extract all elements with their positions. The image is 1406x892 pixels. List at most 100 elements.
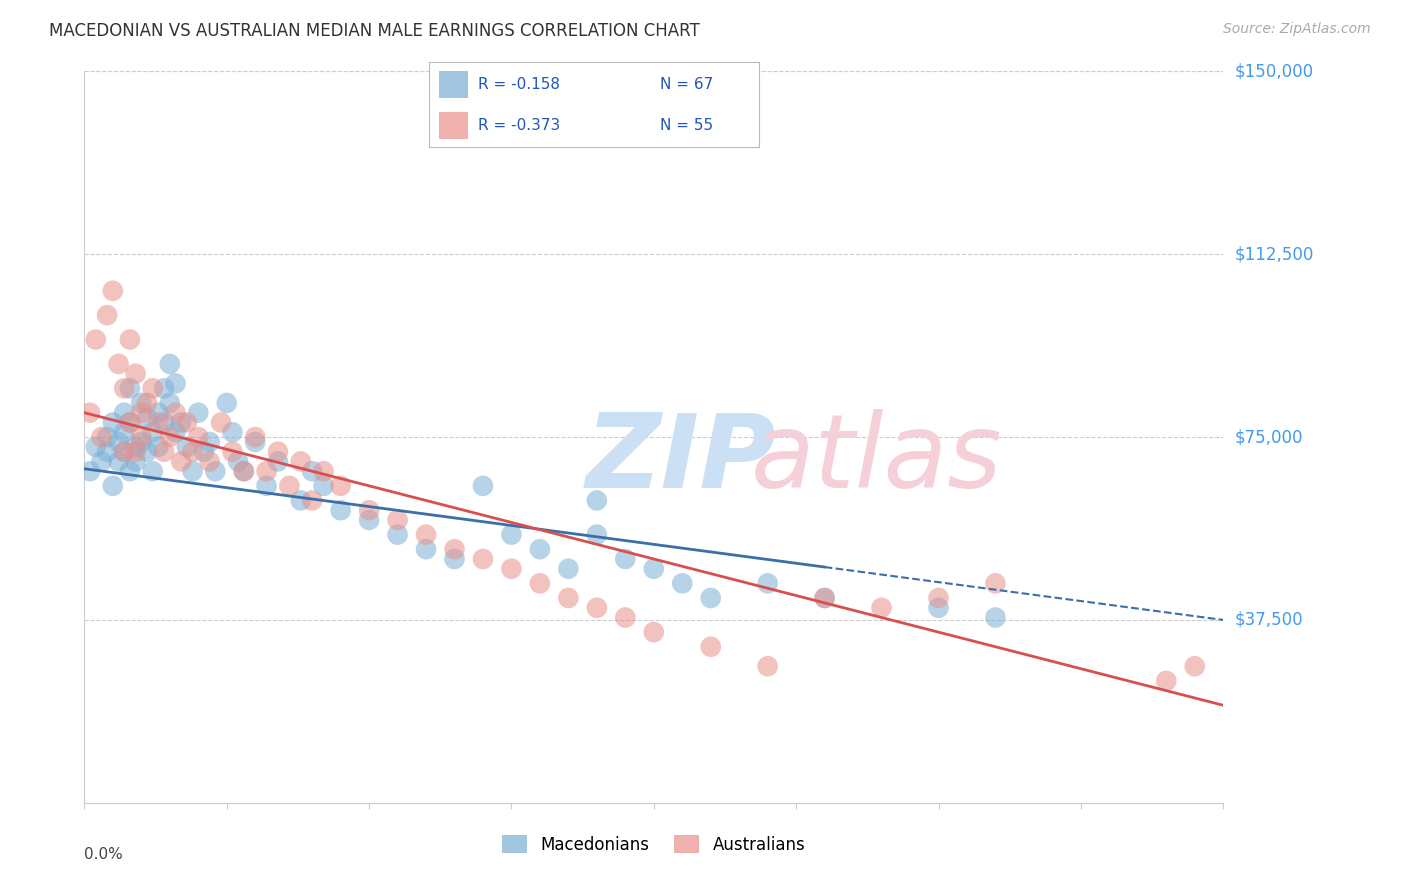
Point: [984, 576, 1007, 591]
Point: [136, 410, 159, 425]
Point: [928, 600, 950, 615]
Point: [756, 576, 779, 591]
Point: [118, 381, 141, 395]
Point: [221, 444, 243, 458]
Text: R = -0.158: R = -0.158: [478, 77, 561, 92]
Point: [557, 562, 579, 576]
Point: [124, 444, 146, 458]
Point: [84, 440, 107, 454]
Text: atlas: atlas: [751, 409, 1002, 509]
Point: [79, 406, 101, 420]
Point: [181, 444, 204, 458]
Point: [245, 430, 267, 444]
Point: [118, 333, 141, 347]
Point: [112, 425, 135, 440]
Point: [984, 610, 1007, 624]
Point: [96, 430, 118, 444]
Point: [226, 454, 249, 468]
Text: MACEDONIAN VS AUSTRALIAN MEDIAN MALE EARNINGS CORRELATION CHART: MACEDONIAN VS AUSTRALIAN MEDIAN MALE EAR…: [49, 22, 700, 40]
Text: $37,500: $37,500: [1234, 611, 1303, 629]
Point: [142, 381, 165, 395]
Point: [90, 454, 112, 468]
Point: [215, 396, 238, 410]
Point: [153, 381, 176, 395]
Point: [148, 440, 170, 454]
Point: [586, 600, 609, 615]
Point: [415, 542, 437, 557]
Point: [131, 430, 153, 444]
Point: [529, 542, 551, 557]
Point: [204, 464, 226, 478]
Point: [586, 527, 609, 541]
Point: [814, 591, 837, 605]
Point: [193, 444, 215, 458]
Point: [198, 454, 221, 468]
Point: [187, 430, 209, 444]
Legend: Macedonians, Australians: Macedonians, Australians: [495, 829, 813, 860]
Point: [232, 464, 254, 478]
Point: [501, 562, 523, 576]
Point: [159, 396, 181, 410]
Point: [112, 406, 135, 420]
Point: [148, 406, 170, 420]
Point: [112, 444, 135, 458]
Point: [359, 513, 381, 527]
Point: [700, 640, 723, 654]
Point: [165, 425, 187, 440]
Point: [443, 552, 465, 566]
Point: [267, 444, 290, 458]
Text: 0.0%: 0.0%: [84, 847, 124, 862]
Point: [928, 591, 950, 605]
Point: [614, 610, 637, 624]
Point: [267, 454, 290, 468]
Point: [181, 464, 204, 478]
Point: [472, 552, 495, 566]
Point: [643, 562, 665, 576]
Point: [301, 493, 323, 508]
Point: [671, 576, 693, 591]
Text: N = 67: N = 67: [661, 77, 713, 92]
Point: [814, 591, 837, 605]
Point: [136, 444, 159, 458]
Point: [290, 454, 312, 468]
Point: [136, 396, 159, 410]
Point: [329, 479, 352, 493]
Point: [176, 416, 198, 430]
Point: [84, 333, 107, 347]
Point: [101, 479, 124, 493]
Point: [159, 430, 181, 444]
Point: [232, 464, 254, 478]
Point: [529, 576, 551, 591]
Point: [131, 434, 153, 449]
Point: [387, 513, 409, 527]
Text: N = 55: N = 55: [661, 118, 713, 133]
Point: [170, 454, 193, 468]
Point: [256, 479, 278, 493]
Bar: [439, 71, 468, 98]
Point: [700, 591, 723, 605]
Point: [359, 503, 381, 517]
Point: [557, 591, 579, 605]
Point: [756, 659, 779, 673]
Point: [107, 454, 129, 468]
Point: [96, 444, 118, 458]
Point: [443, 542, 465, 557]
Point: [176, 440, 198, 454]
Point: [107, 434, 129, 449]
Point: [159, 357, 181, 371]
Point: [131, 406, 153, 420]
Point: [278, 479, 301, 493]
Point: [415, 527, 437, 541]
Point: [124, 454, 146, 468]
Text: $150,000: $150,000: [1234, 62, 1313, 80]
Point: [170, 416, 193, 430]
Point: [501, 527, 523, 541]
Bar: [439, 112, 468, 139]
Point: [1184, 659, 1206, 673]
Point: [256, 464, 278, 478]
Text: R = -0.373: R = -0.373: [478, 118, 561, 133]
Point: [90, 430, 112, 444]
Point: [112, 381, 135, 395]
Point: [312, 464, 335, 478]
Point: [165, 376, 187, 391]
